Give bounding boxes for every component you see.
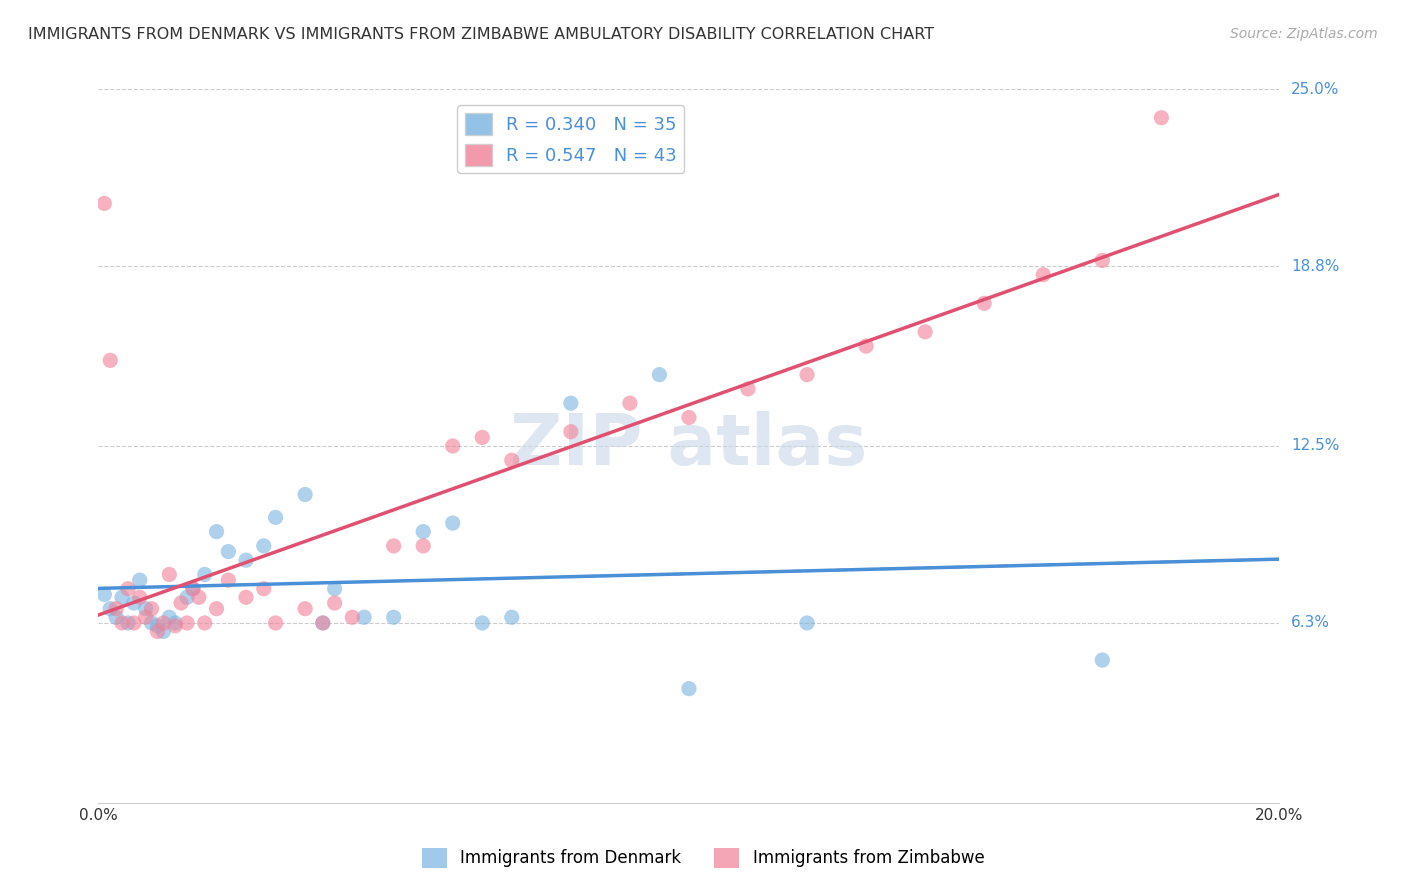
- Point: [122, 615, 145, 630]
- Point: [796, 368, 818, 382]
- Point: [135, 610, 157, 624]
- Point: [194, 567, 217, 582]
- Point: [235, 553, 257, 567]
- Text: ZIP atlas: ZIP atlas: [510, 411, 868, 481]
- Point: [264, 615, 287, 630]
- Point: [111, 615, 134, 630]
- Point: [471, 615, 494, 630]
- Point: [441, 439, 464, 453]
- Point: [323, 582, 346, 596]
- Point: [1091, 253, 1114, 268]
- Point: [176, 615, 198, 630]
- Point: [412, 524, 434, 539]
- Point: [93, 587, 115, 601]
- Point: [98, 353, 121, 368]
- Point: [235, 591, 257, 605]
- Text: 6.3%: 6.3%: [1291, 615, 1330, 631]
- Point: [117, 615, 139, 630]
- Point: [170, 596, 193, 610]
- Point: [412, 539, 434, 553]
- Point: [678, 681, 700, 696]
- Point: [312, 615, 335, 630]
- Point: [294, 601, 316, 615]
- Text: Source: ZipAtlas.com: Source: ZipAtlas.com: [1230, 27, 1378, 41]
- Point: [501, 453, 523, 467]
- Point: [1150, 111, 1173, 125]
- Point: [194, 615, 217, 630]
- Point: [678, 410, 700, 425]
- Point: [117, 582, 139, 596]
- Point: [342, 610, 364, 624]
- Point: [294, 487, 316, 501]
- Point: [205, 524, 228, 539]
- Point: [122, 596, 145, 610]
- Text: 12.5%: 12.5%: [1291, 439, 1340, 453]
- Point: [176, 591, 198, 605]
- Point: [737, 382, 759, 396]
- Point: [648, 368, 671, 382]
- Point: [253, 582, 276, 596]
- Point: [501, 610, 523, 624]
- Point: [471, 430, 494, 444]
- Point: [187, 591, 209, 605]
- Point: [253, 539, 276, 553]
- Point: [181, 582, 204, 596]
- Point: [312, 615, 335, 630]
- Point: [152, 624, 174, 639]
- Point: [146, 619, 169, 633]
- Point: [382, 610, 405, 624]
- Point: [128, 591, 150, 605]
- Point: [157, 567, 180, 582]
- Point: [855, 339, 877, 353]
- Point: [105, 601, 128, 615]
- Point: [165, 615, 187, 630]
- Point: [914, 325, 936, 339]
- Point: [98, 601, 121, 615]
- Point: [353, 610, 375, 624]
- Point: [93, 196, 115, 211]
- Point: [157, 610, 180, 624]
- Point: [217, 544, 239, 558]
- Point: [135, 601, 157, 615]
- Point: [111, 591, 134, 605]
- Point: [560, 425, 582, 439]
- Point: [441, 516, 464, 530]
- Text: 25.0%: 25.0%: [1291, 82, 1340, 96]
- Legend: R = 0.340   N = 35, R = 0.547   N = 43: R = 0.340 N = 35, R = 0.547 N = 43: [457, 105, 685, 173]
- Text: 18.8%: 18.8%: [1291, 259, 1340, 274]
- Point: [796, 615, 818, 630]
- Point: [141, 615, 163, 630]
- Point: [165, 619, 187, 633]
- Point: [128, 573, 150, 587]
- Point: [619, 396, 641, 410]
- Point: [1032, 268, 1054, 282]
- Legend: Immigrants from Denmark, Immigrants from Zimbabwe: Immigrants from Denmark, Immigrants from…: [415, 841, 991, 875]
- Point: [1091, 653, 1114, 667]
- Text: IMMIGRANTS FROM DENMARK VS IMMIGRANTS FROM ZIMBABWE AMBULATORY DISABILITY CORREL: IMMIGRANTS FROM DENMARK VS IMMIGRANTS FR…: [28, 27, 934, 42]
- Point: [105, 610, 128, 624]
- Point: [181, 582, 204, 596]
- Point: [382, 539, 405, 553]
- Point: [205, 601, 228, 615]
- Point: [973, 296, 995, 310]
- Point: [323, 596, 346, 610]
- Point: [264, 510, 287, 524]
- Point: [217, 573, 239, 587]
- Point: [152, 615, 174, 630]
- Point: [146, 624, 169, 639]
- Point: [560, 396, 582, 410]
- Point: [141, 601, 163, 615]
